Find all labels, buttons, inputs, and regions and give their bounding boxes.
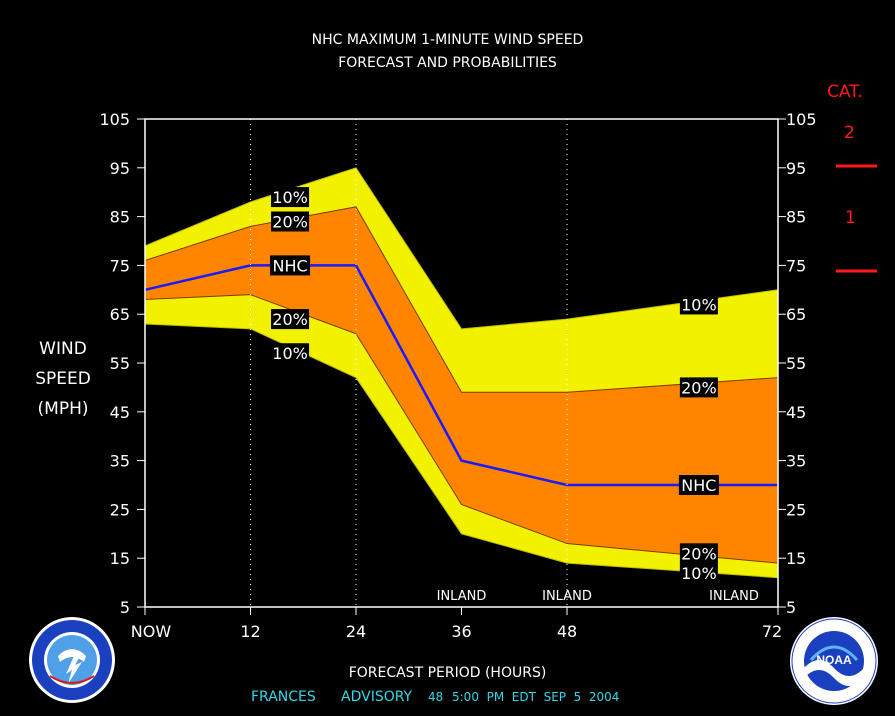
- band-20-percent: [145, 206, 778, 564]
- band-label-bg: [679, 377, 718, 398]
- ytick-label-right: 5: [786, 598, 796, 617]
- ytick-label-right: 105: [786, 110, 817, 129]
- noaa-logo-text: NOAA: [816, 653, 852, 667]
- chart-title-line1: NHC MAXIMUM 1-MINUTE WIND SPEED: [311, 32, 584, 48]
- y-axis-label-units: (MPH): [37, 399, 89, 419]
- y-axis-label-speed: SPEED: [35, 369, 91, 389]
- xtick-label: 48: [557, 622, 577, 641]
- ytick-label-left: 65: [110, 305, 130, 324]
- category-title: CAT.: [827, 82, 863, 102]
- series-line-lower-10: [144, 323, 779, 579]
- x-axis-title: FORECAST PERIOD (HOURS): [348, 665, 547, 681]
- band-label-bg: [679, 562, 718, 583]
- ytick-label-left: 15: [110, 549, 130, 568]
- series-line-lower-20: [144, 294, 779, 564]
- band-label: 20%: [272, 310, 308, 329]
- xtick-label: 36: [451, 622, 471, 641]
- inland-label: INLAND: [709, 589, 759, 604]
- ytick-label-left: 85: [110, 208, 130, 227]
- ytick-label-right: 65: [786, 305, 806, 324]
- band-label: NHC: [272, 256, 307, 275]
- ytick-label-left: 35: [110, 452, 130, 471]
- band-label: 10%: [681, 564, 717, 583]
- band-label-bg: [679, 294, 718, 315]
- band-label-bg: [271, 211, 310, 232]
- ytick-label-right: 95: [786, 159, 806, 178]
- ytick-label-right: 25: [786, 500, 806, 519]
- band-label-bg: [271, 187, 310, 208]
- ytick-label-right: 35: [786, 452, 806, 471]
- advisory-storm-name: FRANCES: [251, 689, 316, 705]
- band-label: NHC: [681, 476, 716, 495]
- xtick-label: 12: [240, 622, 260, 641]
- advisory-number: 48: [428, 690, 444, 704]
- band-label: 10%: [681, 295, 717, 314]
- ytick-label-left: 95: [110, 159, 130, 178]
- noaa-logo: NOAA: [790, 617, 878, 705]
- ytick-label-left: 5: [120, 598, 130, 617]
- series-line-upper-20: [144, 206, 779, 393]
- chart-title-line2: FORECAST AND PROBABILITIES: [338, 55, 557, 71]
- ytick-label-right: 45: [786, 403, 806, 422]
- ytick-label-right: 15: [786, 549, 806, 568]
- category-2-label: 2: [844, 123, 855, 143]
- ytick-label-right: 85: [786, 208, 806, 227]
- ytick-label-right: 55: [786, 354, 806, 373]
- advisory-time: 5:00 PM EDT SEP 5 2004: [452, 690, 620, 704]
- band-label: 10%: [272, 188, 308, 207]
- ytick-label-right: 75: [786, 256, 806, 275]
- ytick-label-left: 45: [110, 403, 130, 422]
- inland-label: INLAND: [437, 589, 487, 604]
- xtick-label: 72: [762, 622, 782, 641]
- ytick-label-left: 105: [99, 110, 130, 129]
- inland-label: INLAND: [542, 589, 592, 604]
- band-label: 20%: [681, 544, 717, 563]
- y-axis-label-wind: WIND: [39, 339, 87, 359]
- xtick-label: NOW: [131, 622, 172, 641]
- band-label-bg: [270, 255, 311, 276]
- nws-logo: [29, 617, 115, 703]
- band-label-bg: [679, 543, 718, 564]
- band-label-bg: [271, 309, 310, 330]
- band-label: 20%: [681, 378, 717, 397]
- advisory-label: ADVISORY: [341, 689, 413, 705]
- band-label-bg: [678, 475, 719, 495]
- series-line-upper-10: [144, 167, 779, 330]
- category-1-label: 1: [845, 208, 856, 228]
- band-label: 10%: [272, 344, 308, 363]
- xtick-label: 24: [346, 622, 366, 641]
- ytick-label-left: 25: [110, 500, 130, 519]
- band-label: 20%: [272, 212, 308, 231]
- ytick-label-left: 75: [110, 256, 130, 275]
- band-label-bg: [271, 343, 310, 364]
- series-line-nhc: [144, 264, 778, 487]
- ytick-label-left: 55: [110, 354, 130, 373]
